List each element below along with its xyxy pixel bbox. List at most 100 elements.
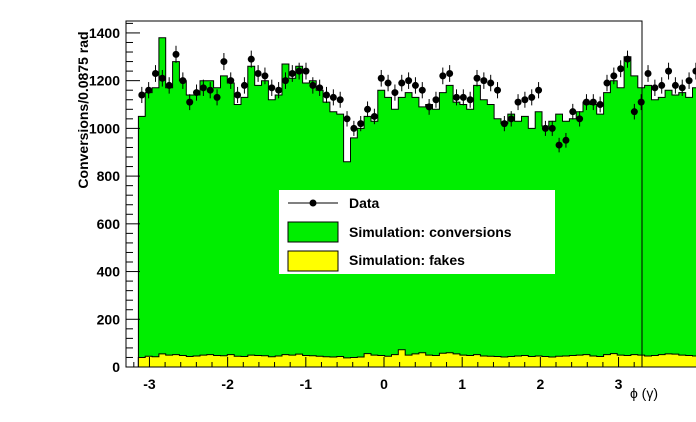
data-point	[240, 81, 248, 89]
y-tick-label: 400	[97, 264, 121, 280]
data-point	[220, 58, 228, 66]
data-point	[678, 84, 686, 92]
data-point	[603, 79, 611, 87]
data-point	[582, 98, 590, 106]
data-point	[193, 89, 201, 97]
x-tick-label: -1	[300, 376, 313, 392]
data-point	[179, 77, 187, 85]
legend-label-fakes: Simulation: fakes	[349, 252, 465, 268]
data-point	[671, 81, 679, 89]
data-point	[507, 115, 515, 123]
fakes-histogram-overlay	[137, 349, 696, 368]
data-point	[637, 98, 645, 106]
x-tick-label: 0	[380, 376, 388, 392]
data-point	[295, 67, 303, 75]
data-point	[432, 96, 440, 104]
data-point	[391, 89, 399, 97]
data-point	[569, 108, 577, 116]
data-point	[685, 77, 693, 85]
data-point	[473, 74, 481, 82]
data-point	[514, 98, 522, 106]
data-point	[213, 93, 221, 101]
legend-fakes-swatch	[287, 250, 339, 272]
data-point	[658, 81, 666, 89]
data-point	[459, 93, 467, 101]
data-point	[329, 93, 337, 101]
data-point	[288, 69, 296, 77]
data-point	[425, 103, 433, 111]
x-axis-ticks: -3 -2 -1 0 1 2 3	[133, 357, 635, 392]
x-tick-label: 2	[536, 376, 544, 392]
data-point	[364, 105, 372, 113]
y-tick-label: 1000	[89, 120, 120, 136]
legend-label-conversions: Simulation: conversions	[349, 224, 512, 240]
x-axis-title: ϕ (γ)	[630, 385, 658, 401]
legend-data-marker	[309, 199, 317, 207]
y-tick-label: 0	[112, 359, 120, 375]
data-point	[617, 65, 625, 73]
data-point	[562, 136, 570, 144]
data-point	[254, 69, 262, 77]
x-tick-label: 3	[615, 376, 623, 392]
data-point	[138, 91, 146, 99]
data-point	[494, 86, 502, 94]
data-point	[446, 69, 454, 77]
data-point	[275, 86, 283, 94]
y-tick-label: 800	[97, 168, 121, 184]
data-point	[610, 72, 618, 80]
data-point	[624, 55, 632, 63]
data-point	[589, 98, 597, 106]
legend-conversions-swatch	[287, 221, 339, 243]
data-point	[398, 79, 406, 87]
data-point	[439, 72, 447, 80]
data-point	[555, 141, 563, 149]
data-point	[548, 124, 556, 132]
data-point	[651, 84, 659, 92]
data-points	[138, 45, 696, 153]
data-point	[466, 96, 474, 104]
data-point	[357, 120, 365, 128]
x-tick-label: 1	[458, 376, 466, 392]
data-point	[377, 74, 385, 82]
data-point	[644, 69, 652, 77]
data-point	[596, 101, 604, 109]
y-tick-label: 1400	[89, 25, 120, 41]
data-point	[480, 77, 488, 85]
data-point	[206, 86, 214, 94]
data-point	[528, 93, 536, 101]
data-point	[261, 72, 269, 80]
data-point	[521, 96, 529, 104]
y-tick-label: 600	[97, 216, 121, 232]
data-point	[158, 74, 166, 82]
data-point	[405, 77, 413, 85]
y-axis-ticks: 0 200 400 600 800 1000 1200 1400	[89, 22, 140, 375]
data-point	[452, 93, 460, 101]
y-tick-label: 1200	[89, 73, 120, 89]
data-point	[316, 84, 324, 92]
data-point	[576, 115, 584, 123]
data-point	[384, 79, 392, 87]
data-point	[186, 98, 194, 106]
data-point	[172, 50, 180, 58]
data-point	[411, 81, 419, 89]
legend: Data Simulation: conversions Simulation:…	[279, 190, 555, 274]
data-point	[145, 86, 153, 94]
data-point	[281, 77, 289, 85]
data-point	[630, 108, 638, 116]
data-point	[309, 81, 317, 89]
data-point	[151, 69, 159, 77]
legend-label-data: Data	[349, 195, 380, 211]
data-point	[692, 67, 696, 75]
data-point	[323, 91, 331, 99]
data-point	[487, 79, 495, 87]
data-point	[535, 86, 543, 94]
data-point	[268, 84, 276, 92]
data-point	[541, 124, 549, 132]
data-point	[665, 67, 673, 75]
data-point	[234, 91, 242, 99]
y-axis-title: Conversions/0.0875 rad	[75, 31, 91, 188]
data-point	[418, 86, 426, 94]
data-point	[199, 84, 207, 92]
data-point	[500, 120, 508, 128]
